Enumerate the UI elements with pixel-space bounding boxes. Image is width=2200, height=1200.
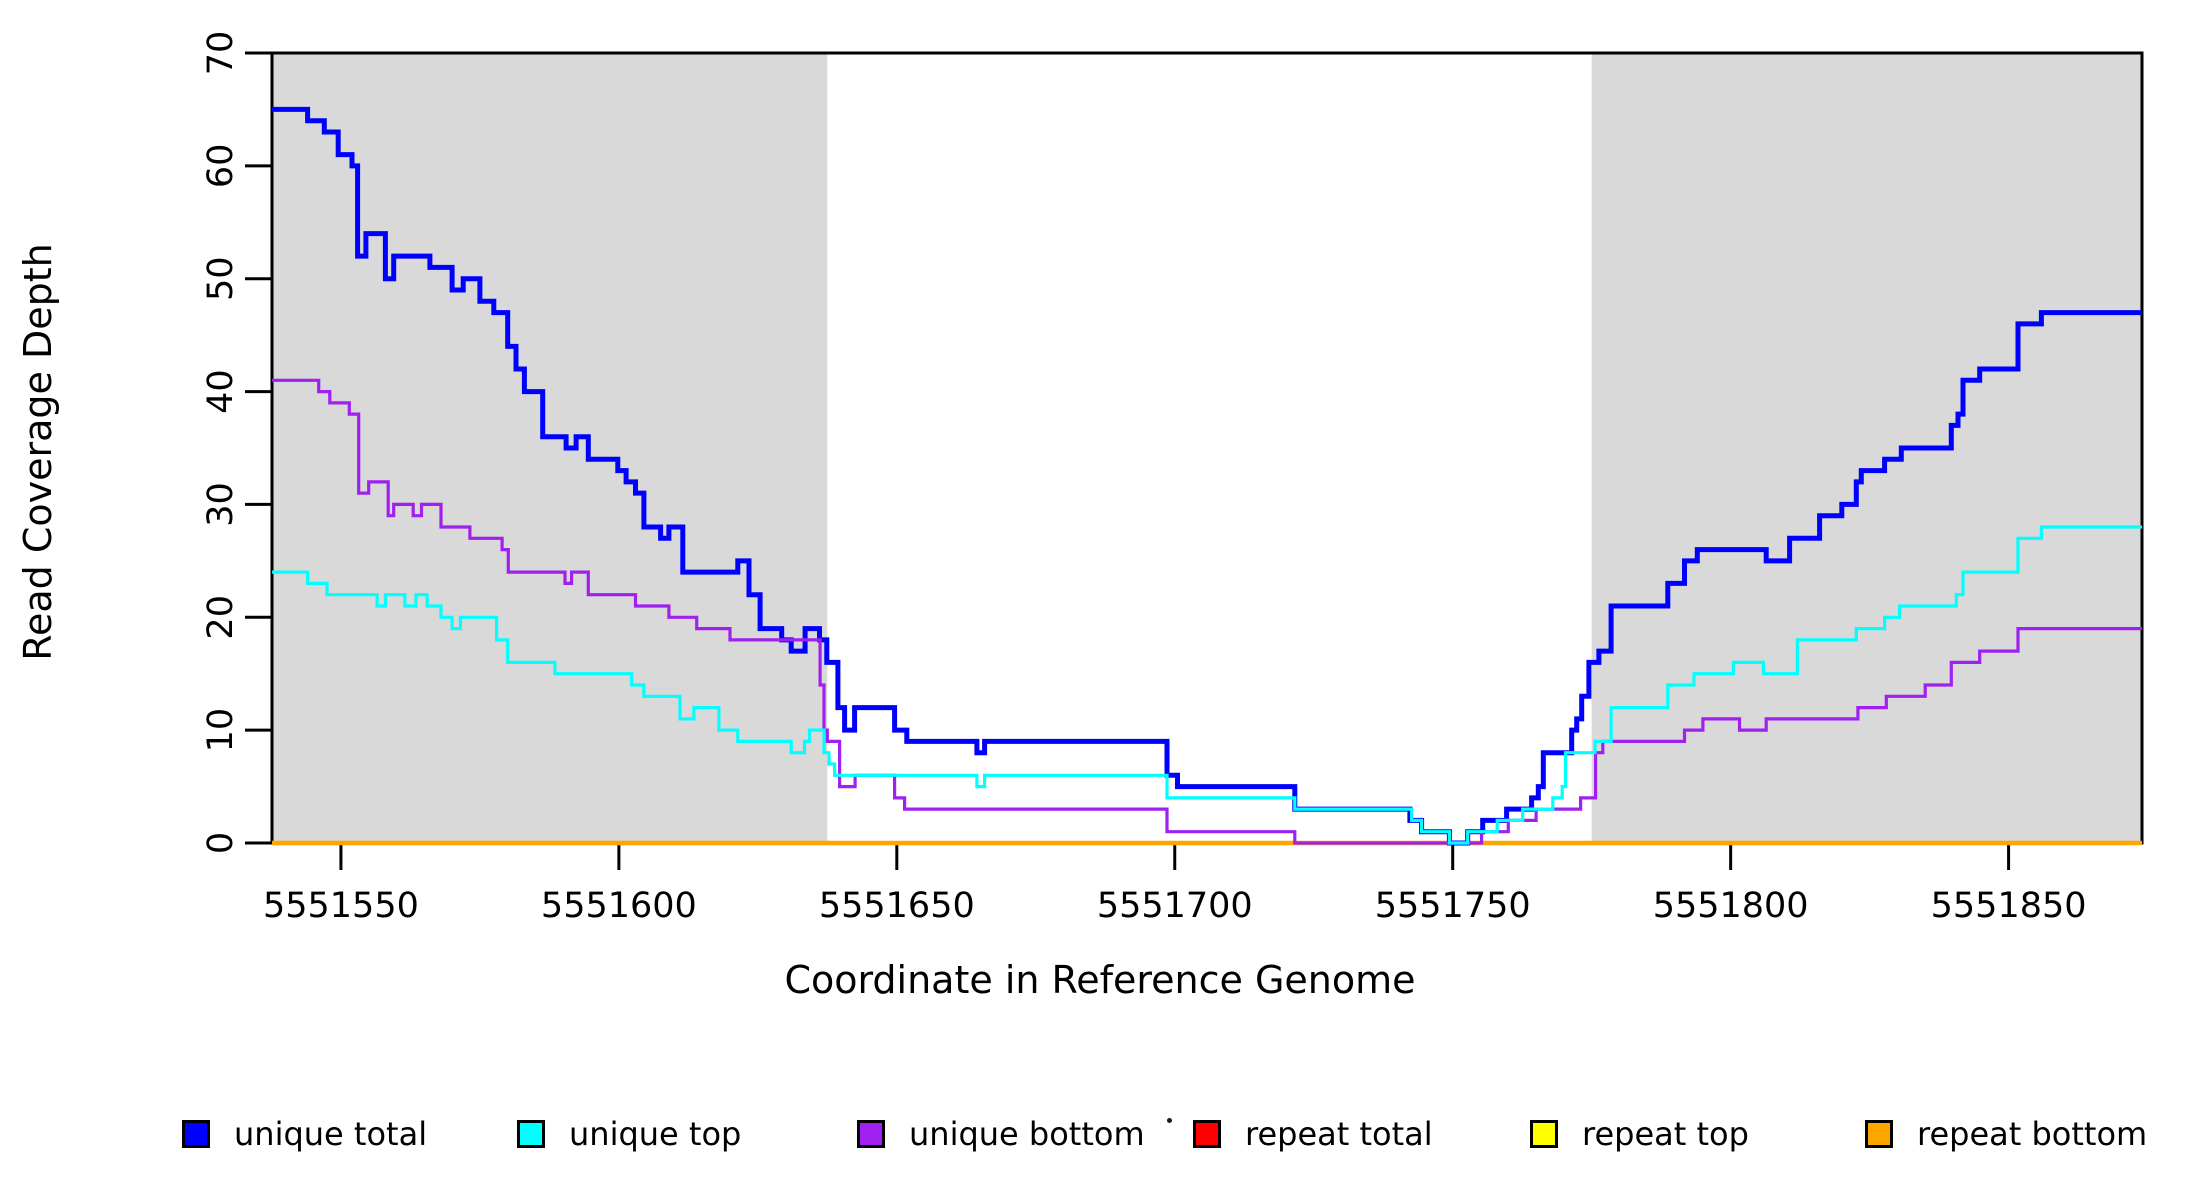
y-axis-title: Read Coverage Depth: [16, 243, 60, 661]
series-unique-total: [272, 106, 2142, 846]
shaded-region: [272, 53, 828, 843]
legend-item-unique-total: unique total: [182, 1115, 428, 1153]
x-tick-label: 5551650: [819, 886, 975, 926]
repeat-total-swatch-icon: [1193, 1120, 1221, 1148]
legend-label: repeat bottom: [1917, 1115, 2148, 1153]
repeat-top-swatch-icon: [1530, 1120, 1558, 1148]
y-tick-label: 50: [201, 256, 241, 301]
legend-label: unique total: [234, 1115, 428, 1153]
y-tick-label: 30: [201, 482, 241, 527]
x-tick-label: 5551550: [263, 886, 419, 926]
unique-total-swatch-icon: [182, 1120, 210, 1148]
x-tick-label: 5551800: [1653, 886, 1809, 926]
legend-item-repeat-top: repeat top: [1530, 1115, 1749, 1153]
x-tick-label: 5551750: [1375, 886, 1531, 926]
unique-bottom-swatch-icon: [857, 1120, 885, 1148]
x-axis-title: Coordinate in Reference Genome: [784, 958, 1416, 1002]
legend-label: repeat total: [1245, 1115, 1433, 1153]
legend-label: unique bottom: [909, 1115, 1145, 1153]
legend-label: unique top: [569, 1115, 742, 1153]
repeat-bottom-swatch-icon: [1865, 1120, 1893, 1148]
legend-item-repeat-total: repeat total: [1193, 1115, 1433, 1153]
x-tick-label: 5551600: [541, 886, 697, 926]
stray-dot-artifact: [1167, 1118, 1172, 1123]
y-tick-label: 0: [201, 832, 241, 854]
shaded-region: [1591, 53, 2142, 843]
unique-top-swatch-icon: [517, 1120, 545, 1148]
x-tick-label: 5551700: [1097, 886, 1253, 926]
legend-item-unique-top: unique top: [517, 1115, 742, 1153]
legend-label: repeat top: [1582, 1115, 1749, 1153]
legend-item-unique-bottom: unique bottom: [857, 1115, 1145, 1153]
y-tick-label: 20: [201, 595, 241, 640]
y-tick-label: 70: [201, 31, 241, 76]
series-unique-top: [272, 525, 2142, 845]
y-tick-label: 10: [201, 708, 241, 753]
chart-legend: unique total unique top unique bottom re…: [0, 1115, 2200, 1153]
x-tick-label: 5551850: [1931, 886, 2087, 926]
y-tick-label: 60: [201, 144, 241, 189]
y-tick-label: 40: [201, 369, 241, 414]
legend-item-repeat-bottom: repeat bottom: [1865, 1115, 2148, 1153]
series-unique-bottom: [272, 378, 2142, 845]
